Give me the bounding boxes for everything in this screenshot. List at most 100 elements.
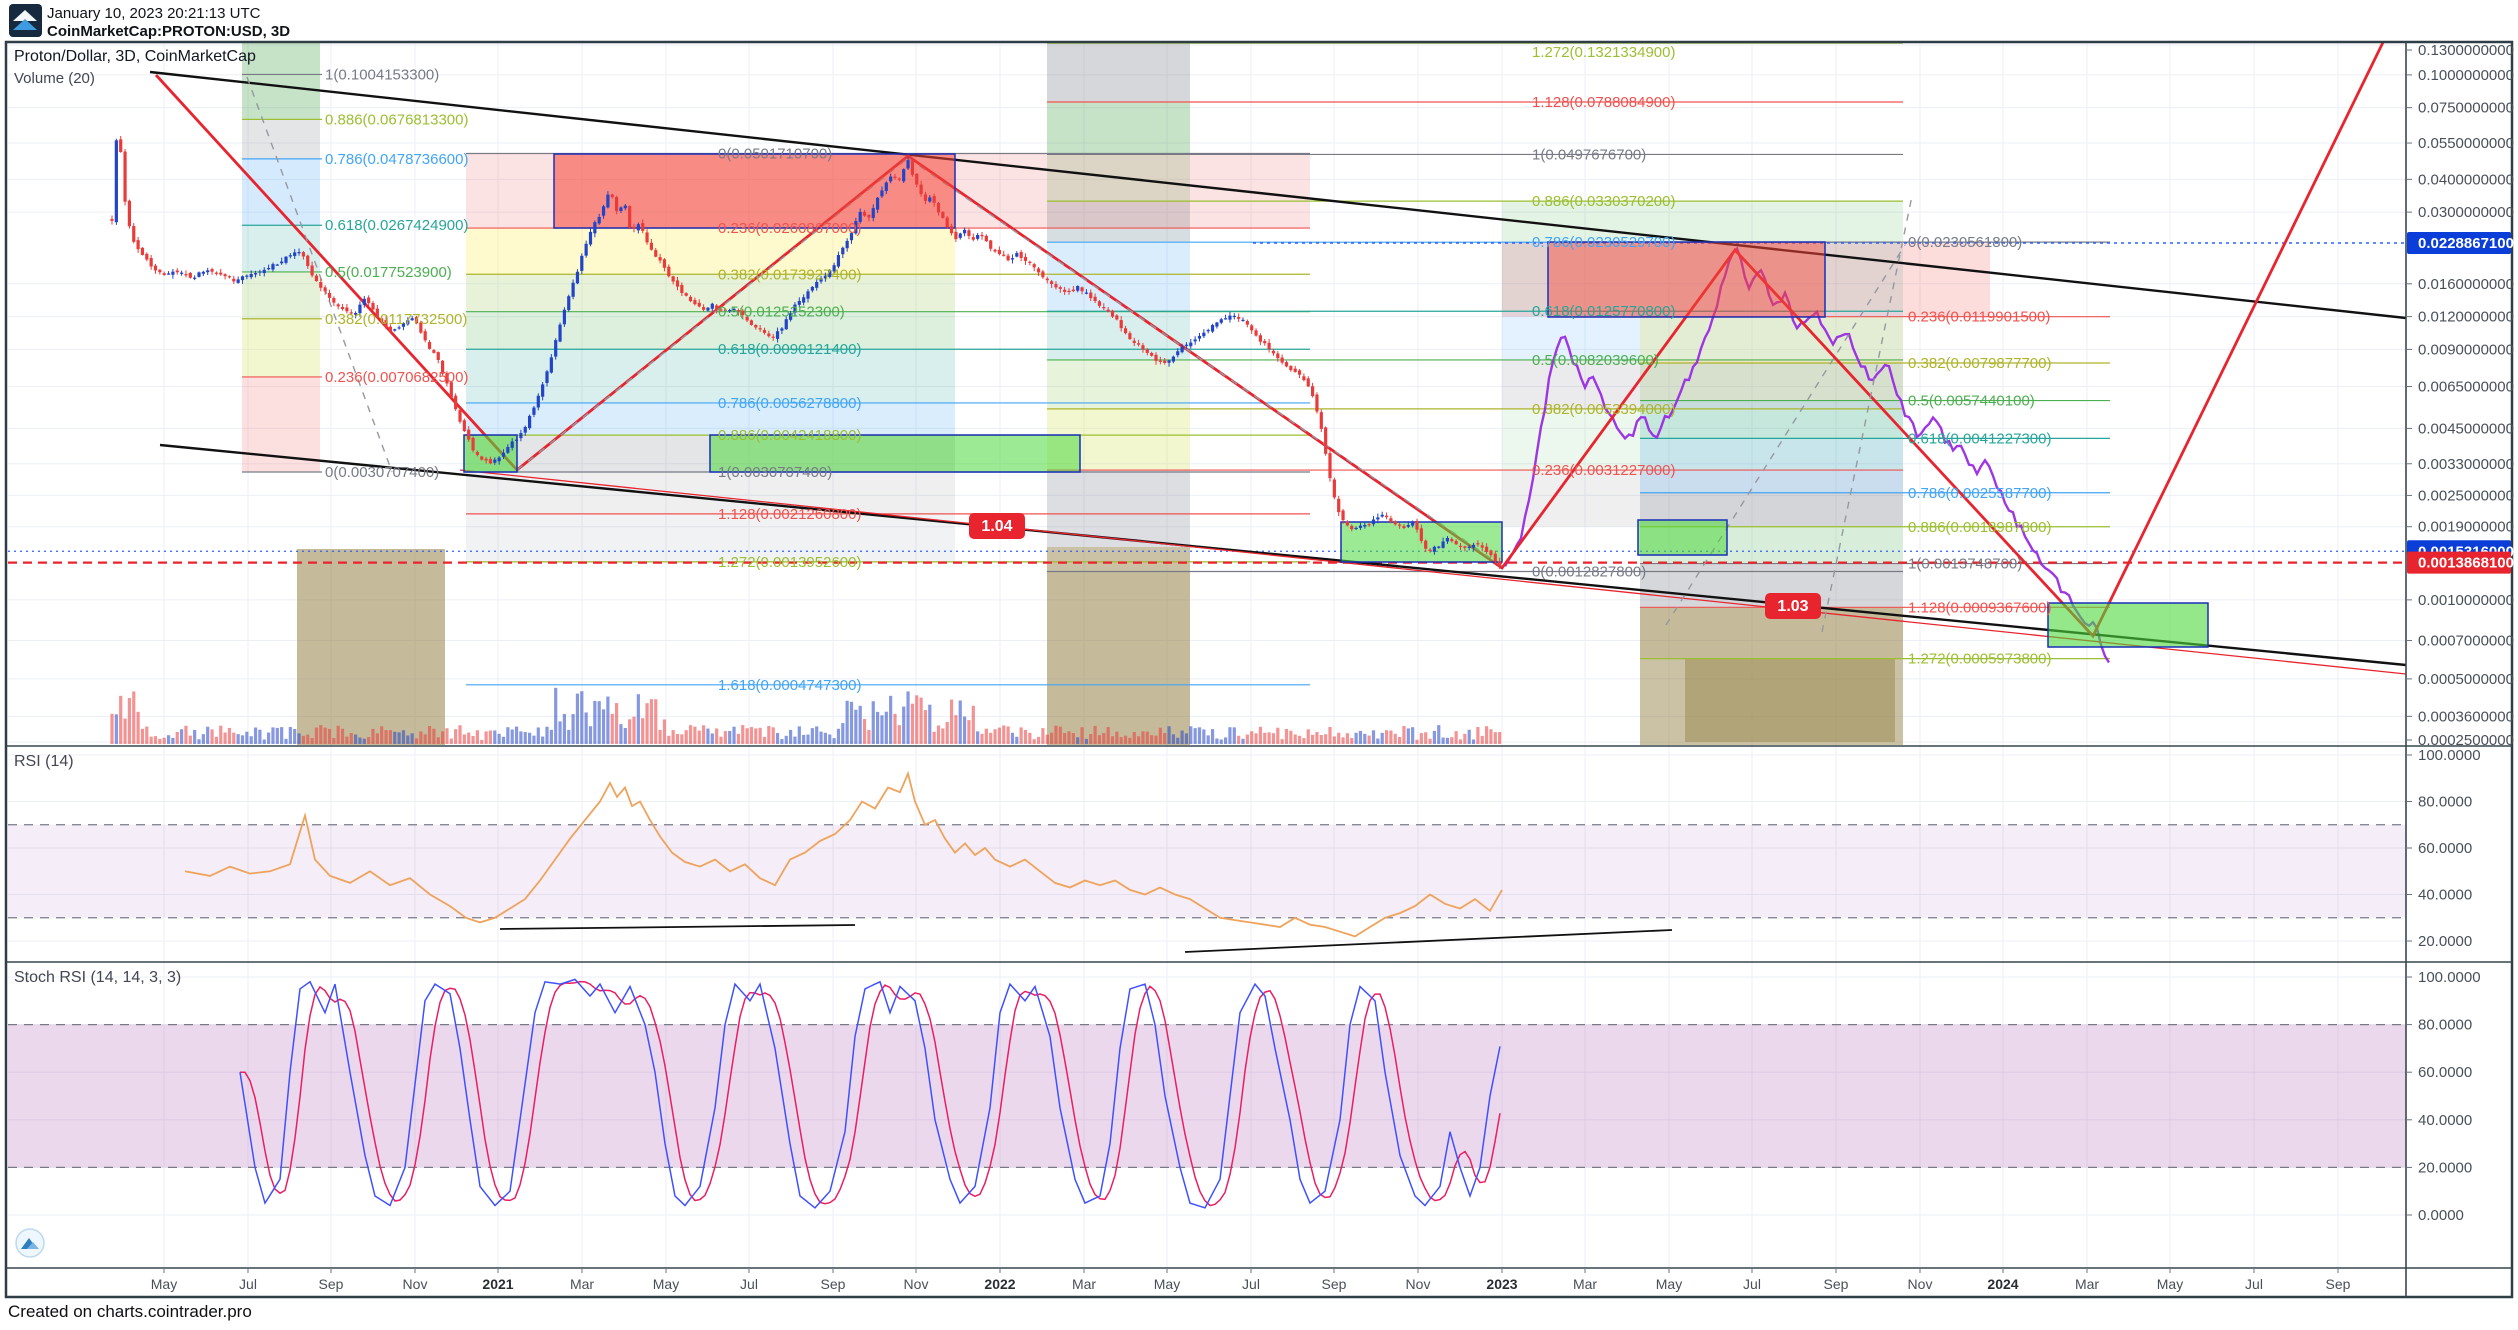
svg-text:2021: 2021: [482, 1276, 513, 1292]
svg-text:0.0019000000: 0.0019000000: [2418, 519, 2514, 536]
svg-text:0.0010000000: 0.0010000000: [2418, 592, 2514, 609]
price-panel-content: [8, 42, 2406, 745]
svg-text:0.0550000000: 0.0550000000: [2418, 135, 2514, 152]
svg-text:Jul: Jul: [740, 1276, 758, 1292]
svg-text:1.128(0.0021260800): 1.128(0.0021260800): [718, 506, 861, 523]
svg-text:1.272(0.1321334900): 1.272(0.1321334900): [1532, 44, 1675, 61]
svg-text:1(0.0030707400): 1(0.0030707400): [718, 464, 832, 481]
svg-text:0.1300000000: 0.1300000000: [2418, 42, 2514, 59]
svg-text:1.272(0.0005973800): 1.272(0.0005973800): [1908, 651, 2051, 668]
svg-text:0.0400000000: 0.0400000000: [2418, 171, 2514, 188]
svg-text:Sep: Sep: [1322, 1276, 1347, 1292]
svg-text:0.0003600000: 0.0003600000: [2418, 708, 2514, 725]
svg-text:0.0228867100: 0.0228867100: [2418, 235, 2514, 252]
svg-text:0.382(0.0117732500): 0.382(0.0117732500): [325, 311, 467, 328]
svg-text:0.786(0.0478736600): 0.786(0.0478736600): [325, 151, 468, 168]
svg-text:Jul: Jul: [1743, 1276, 1761, 1292]
svg-text:1.128(0.0788084900): 1.128(0.0788084900): [1532, 94, 1675, 111]
cointrader-logo-icon: [9, 4, 42, 37]
svg-text:0.1000000000: 0.1000000000: [2418, 67, 2514, 84]
svg-text:0.236(0.0260867000): 0.236(0.0260867000): [718, 220, 861, 237]
watermark-logo-icon: [15, 1228, 45, 1258]
header-datetime: January 10, 2023 20:21:13 UTC: [47, 5, 261, 22]
svg-text:60.0000: 60.0000: [2418, 840, 2472, 857]
svg-text:20.0000: 20.0000: [2418, 1159, 2472, 1176]
demand-box-d[interactable]: [2047, 602, 2209, 648]
svg-text:0.236(0.0119901500): 0.236(0.0119901500): [1908, 309, 2050, 326]
svg-text:0.886(0.0676813300): 0.886(0.0676813300): [325, 111, 468, 128]
stoch-k-line: [239, 978, 1501, 1209]
svg-text:0.5(0.0057440100): 0.5(0.0057440100): [1908, 393, 2035, 410]
svg-text:Mar: Mar: [2075, 1276, 2099, 1292]
svg-text:40.0000: 40.0000: [2418, 887, 2472, 904]
candlesticks: [110, 135, 1502, 569]
svg-text:0.618(0.0125770800): 0.618(0.0125770800): [1532, 303, 1675, 320]
svg-text:0.236(0.0070682500): 0.236(0.0070682500): [325, 369, 468, 386]
svg-text:Sep: Sep: [821, 1276, 846, 1292]
stoch-rsi-indicator-label: Stoch RSI (14, 14, 3, 3): [14, 969, 182, 986]
demand-box-b[interactable]: [709, 434, 1081, 473]
svg-text:0.5(0.0082039600): 0.5(0.0082039600): [1532, 352, 1659, 369]
volume-indicator-label: Volume (20): [14, 70, 95, 87]
svg-text:0.786(0.0230529700): 0.786(0.0230529700): [1532, 234, 1675, 251]
svg-text:0.0120000000: 0.0120000000: [2418, 309, 2514, 326]
svg-text:0.786(0.0025587700): 0.786(0.0025587700): [1908, 485, 2051, 502]
svg-text:0.0090000000: 0.0090000000: [2418, 341, 2514, 358]
svg-text:80.0000: 80.0000: [2418, 794, 2472, 811]
svg-text:0.0033000000: 0.0033000000: [2418, 456, 2514, 473]
svg-text:1(0.0497676700): 1(0.0497676700): [1532, 146, 1646, 163]
svg-text:0.0005000000: 0.0005000000: [2418, 671, 2514, 688]
svg-text:0.618(0.0090121400): 0.618(0.0090121400): [718, 341, 861, 358]
svg-text:Jul: Jul: [239, 1276, 257, 1292]
svg-text:1.03: 1.03: [1777, 598, 1808, 615]
svg-text:Jul: Jul: [2245, 1276, 2263, 1292]
svg-text:0.0007000000: 0.0007000000: [2418, 633, 2514, 650]
supply-box-2[interactable]: [1547, 241, 1826, 318]
svg-text:0.0025000000: 0.0025000000: [2418, 487, 2514, 504]
svg-text:1(0.1004153300): 1(0.1004153300): [325, 66, 439, 83]
svg-text:May: May: [653, 1276, 679, 1292]
rsi-indicator-label: RSI (14): [14, 753, 74, 770]
ratio-badge: [1765, 593, 1821, 619]
svg-text:0.0300000000: 0.0300000000: [2418, 204, 2514, 221]
fib-labels: 1(0.1004153300) 0.886(0.0676813300) 0.786(…: [325, 44, 2051, 694]
svg-text:Nov: Nov: [403, 1276, 428, 1292]
time-axis[interactable]: May Jul Sep Nov 2021 Mar May Jul Sep Nov 2022 Mar Ma…: [151, 1268, 2351, 1292]
price-axis-badge: [2407, 231, 2511, 254]
svg-text:0.618(0.0267424900): 0.618(0.0267424900): [325, 217, 468, 234]
svg-text:0.886(0.0018987800): 0.886(0.0018987800): [1908, 519, 2051, 536]
svg-text:100.0000: 100.0000: [2418, 969, 2481, 986]
footer-credit: Created on charts.cointrader.pro: [8, 1302, 252, 1321]
demand-box-c[interactable]: [1637, 519, 1728, 556]
svg-text:1(0.0013748700): 1(0.0013748700): [1908, 556, 2022, 573]
svg-text:100.0000: 100.0000: [2418, 747, 2481, 764]
svg-text:Mar: Mar: [1573, 1276, 1597, 1292]
svg-text:0.886(0.0042418800): 0.886(0.0042418800): [718, 427, 861, 444]
price-axis-badge: [2407, 551, 2511, 574]
svg-text:May: May: [1154, 1276, 1180, 1292]
volume-bars: [110, 687, 1502, 744]
svg-text:Sep: Sep: [2326, 1276, 2351, 1292]
svg-text:0.5(0.0177523900): 0.5(0.0177523900): [325, 264, 452, 281]
purple-price-overlay: [1503, 246, 2111, 664]
svg-text:0.0065000000: 0.0065000000: [2418, 378, 2514, 395]
svg-text:0.886(0.0330370200): 0.886(0.0330370200): [1532, 193, 1675, 210]
supply-box-1[interactable]: [553, 153, 956, 229]
svg-text:May: May: [1656, 1276, 1682, 1292]
svg-text:0.0750000000: 0.0750000000: [2418, 100, 2514, 117]
grid: [8, 42, 2406, 1268]
header-symbol: CoinMarketCap:PROTON:USD, 3D: [47, 23, 291, 40]
svg-text:Mar: Mar: [570, 1276, 594, 1292]
svg-text:0.618(0.0041227300): 0.618(0.0041227300): [1908, 430, 2051, 447]
svg-text:2023: 2023: [1486, 1276, 1517, 1292]
svg-text:0(0.0501710700): 0(0.0501710700): [718, 146, 832, 163]
svg-text:40.0000: 40.0000: [2418, 1112, 2472, 1129]
price-axis[interactable]: 0.1300000000 0.1000000000 0.0750000000 0.05…: [2406, 42, 2514, 1224]
svg-text:1.128(0.0009367600): 1.128(0.0009367600): [1908, 599, 2051, 616]
svg-text:0.0160000000: 0.0160000000: [2418, 276, 2514, 293]
svg-text:0(0.0230561800): 0(0.0230561800): [1908, 234, 2022, 251]
rsi-line: [184, 770, 1503, 938]
svg-text:Sep: Sep: [1824, 1276, 1849, 1292]
